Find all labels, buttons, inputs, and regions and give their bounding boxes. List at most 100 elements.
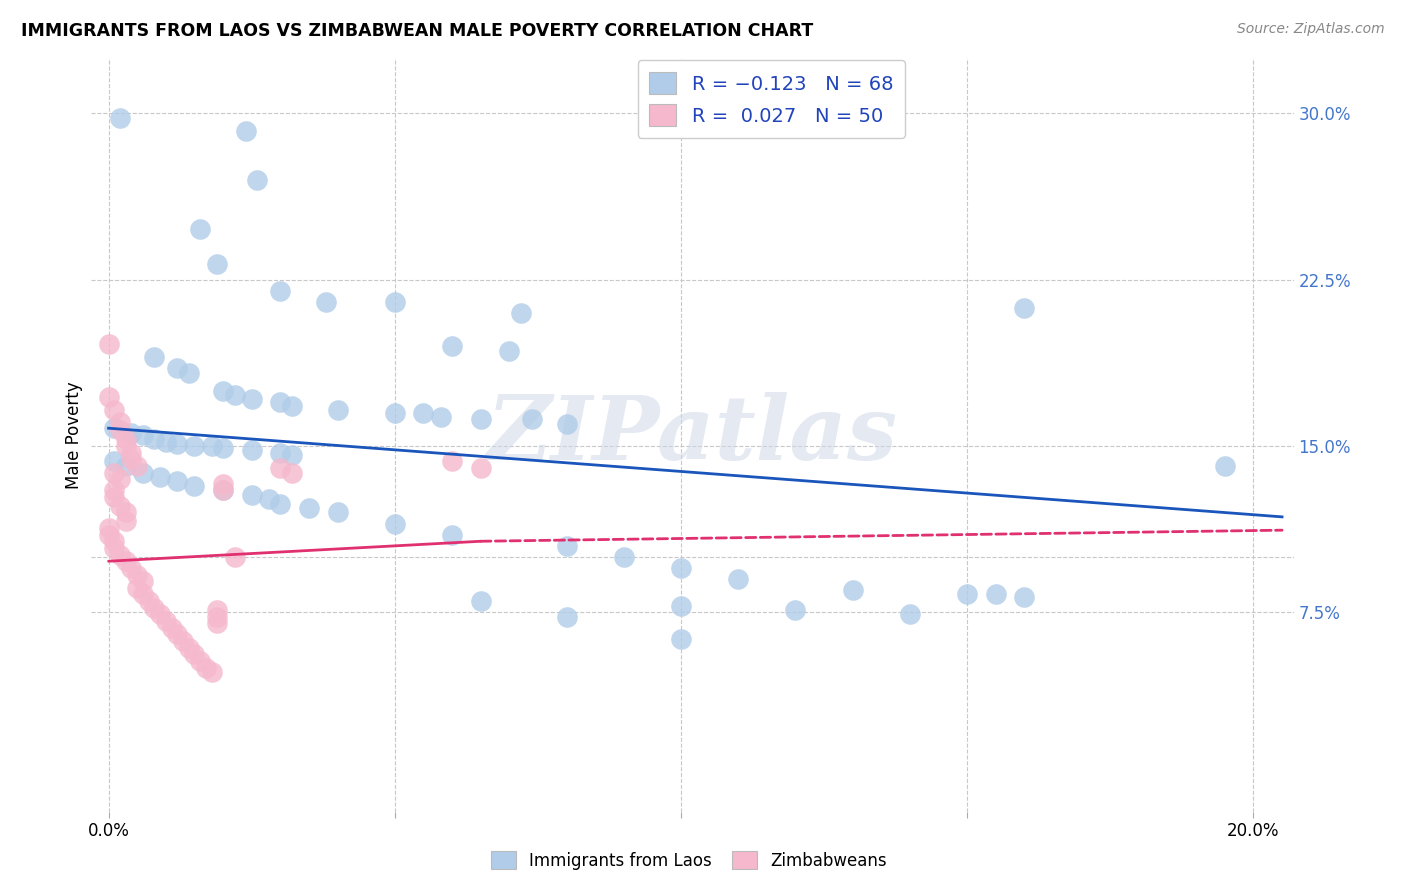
Point bbox=[172, 634, 194, 648]
Point bbox=[613, 549, 636, 564]
Point bbox=[269, 445, 291, 459]
Point bbox=[138, 594, 160, 608]
Point bbox=[183, 439, 205, 453]
Legend: R = −0.123   N = 68, R =  0.027   N = 50: R = −0.123 N = 68, R = 0.027 N = 50 bbox=[637, 60, 905, 138]
Point bbox=[440, 527, 463, 541]
Point bbox=[224, 388, 246, 402]
Point bbox=[207, 609, 229, 624]
Point bbox=[97, 337, 120, 351]
Point bbox=[188, 654, 211, 668]
Text: ZIPatlas: ZIPatlas bbox=[486, 392, 898, 478]
Point bbox=[246, 173, 269, 187]
Point bbox=[281, 399, 304, 413]
Point bbox=[166, 361, 188, 376]
Point bbox=[108, 499, 131, 513]
Point bbox=[114, 439, 136, 453]
Point bbox=[898, 607, 921, 622]
Point bbox=[194, 660, 217, 674]
Point bbox=[212, 483, 235, 498]
Point bbox=[103, 534, 125, 549]
Legend: Immigrants from Laos, Zimbabweans: Immigrants from Laos, Zimbabweans bbox=[484, 845, 894, 877]
Point bbox=[114, 505, 136, 519]
Point bbox=[1213, 458, 1236, 473]
Point bbox=[97, 521, 120, 535]
Point bbox=[384, 516, 406, 531]
Point bbox=[108, 111, 131, 125]
Point bbox=[120, 561, 143, 575]
Point bbox=[127, 567, 149, 582]
Point bbox=[281, 448, 304, 462]
Point bbox=[103, 421, 125, 435]
Point bbox=[235, 124, 257, 138]
Point bbox=[440, 454, 463, 468]
Point bbox=[785, 603, 807, 617]
Point bbox=[269, 461, 291, 475]
Point bbox=[498, 343, 520, 358]
Point bbox=[257, 492, 280, 507]
Point bbox=[207, 257, 229, 271]
Point bbox=[108, 548, 131, 562]
Point bbox=[470, 412, 492, 426]
Point bbox=[114, 432, 136, 446]
Point bbox=[160, 621, 183, 635]
Point bbox=[103, 541, 125, 555]
Point bbox=[212, 476, 235, 491]
Point bbox=[97, 527, 120, 541]
Point bbox=[384, 406, 406, 420]
Point bbox=[212, 441, 235, 455]
Point bbox=[188, 221, 211, 235]
Point bbox=[103, 490, 125, 504]
Point bbox=[200, 665, 222, 679]
Point bbox=[269, 394, 291, 409]
Point bbox=[143, 600, 166, 615]
Point bbox=[127, 581, 149, 595]
Y-axis label: Male Poverty: Male Poverty bbox=[65, 381, 83, 489]
Point bbox=[166, 475, 188, 489]
Point bbox=[240, 488, 263, 502]
Point bbox=[281, 466, 304, 480]
Point bbox=[143, 351, 166, 365]
Point bbox=[183, 648, 205, 662]
Point bbox=[120, 425, 143, 440]
Point bbox=[127, 458, 149, 473]
Point bbox=[132, 574, 155, 589]
Point bbox=[440, 339, 463, 353]
Point bbox=[132, 587, 155, 601]
Point bbox=[669, 561, 692, 575]
Point bbox=[200, 439, 222, 453]
Point bbox=[132, 428, 155, 442]
Point bbox=[149, 607, 172, 622]
Point bbox=[97, 390, 120, 404]
Point bbox=[183, 479, 205, 493]
Point bbox=[315, 294, 337, 309]
Point bbox=[212, 384, 235, 398]
Point bbox=[240, 443, 263, 458]
Point bbox=[132, 466, 155, 480]
Point bbox=[555, 417, 578, 431]
Point bbox=[114, 458, 136, 473]
Point bbox=[269, 284, 291, 298]
Point bbox=[669, 599, 692, 613]
Point bbox=[149, 470, 172, 484]
Point bbox=[103, 454, 125, 468]
Point bbox=[103, 403, 125, 417]
Point bbox=[326, 505, 349, 519]
Point bbox=[269, 497, 291, 511]
Point bbox=[240, 392, 263, 407]
Point bbox=[108, 415, 131, 429]
Point bbox=[103, 483, 125, 498]
Point bbox=[1014, 301, 1036, 316]
Point bbox=[177, 366, 200, 380]
Point bbox=[555, 609, 578, 624]
Point bbox=[841, 582, 863, 597]
Point bbox=[326, 403, 349, 417]
Point bbox=[520, 412, 543, 426]
Point bbox=[207, 603, 229, 617]
Point bbox=[429, 410, 451, 425]
Point bbox=[509, 306, 531, 320]
Point bbox=[984, 587, 1007, 601]
Point bbox=[155, 614, 177, 628]
Point bbox=[207, 616, 229, 631]
Point bbox=[956, 587, 979, 601]
Point bbox=[470, 461, 492, 475]
